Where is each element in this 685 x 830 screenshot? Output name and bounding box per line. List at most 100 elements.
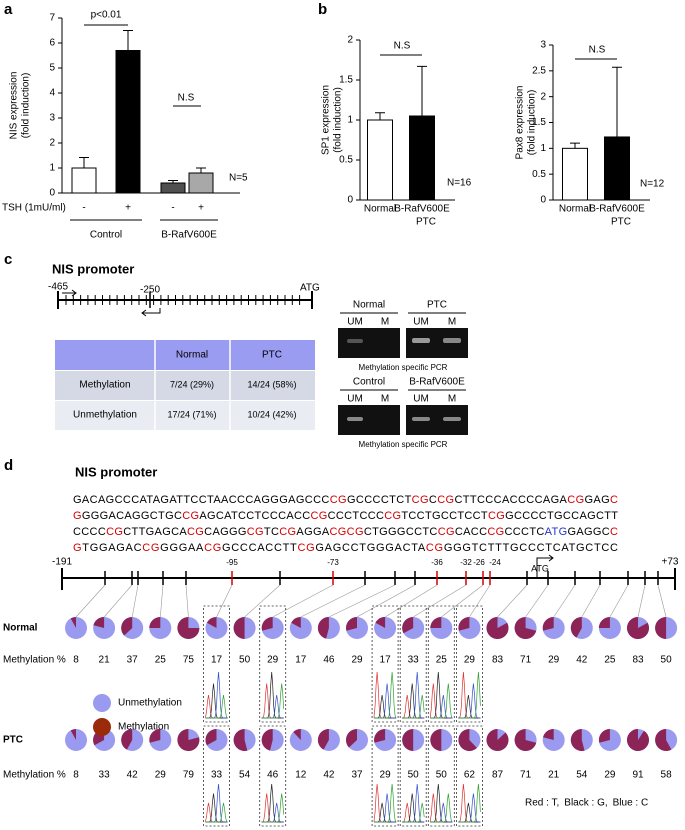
value-label: 29 bbox=[464, 655, 476, 666]
pie-wedge bbox=[121, 729, 133, 750]
sequence-segment: CG bbox=[412, 494, 429, 506]
pie-wedge bbox=[458, 729, 477, 751]
table-row-label: Unmethylation bbox=[73, 410, 137, 421]
pie-wedge bbox=[93, 617, 105, 628]
value-label: 42 bbox=[576, 655, 588, 666]
connector bbox=[469, 584, 491, 618]
sequence-segment: CG bbox=[297, 542, 314, 554]
value-label: 91 bbox=[632, 770, 644, 781]
pie-wedge bbox=[402, 729, 414, 751]
pie-wedge bbox=[486, 617, 509, 639]
pie-wedge bbox=[486, 729, 509, 751]
bar bbox=[367, 119, 393, 201]
tss-arrow bbox=[536, 554, 554, 578]
sequence-segment: CG bbox=[384, 510, 401, 522]
group-label: B-RafV600E bbox=[161, 230, 217, 241]
pie-wedge bbox=[317, 729, 329, 750]
pie-wedge bbox=[121, 617, 133, 636]
sequence-segment: GCCCACCTT bbox=[222, 542, 297, 554]
connector bbox=[525, 584, 549, 618]
sequence-segment: CG bbox=[330, 494, 347, 506]
site-label: -26 bbox=[473, 558, 485, 567]
lane-label: M bbox=[448, 317, 456, 328]
value-label: 37 bbox=[351, 770, 363, 781]
pie-wedge bbox=[206, 617, 217, 628]
connector bbox=[300, 584, 366, 618]
bar bbox=[409, 115, 435, 201]
sequence-segment: CACC bbox=[455, 526, 487, 538]
lane-label: M bbox=[381, 394, 389, 405]
value-label: 25 bbox=[155, 655, 167, 666]
sequence-segment: G bbox=[73, 510, 82, 522]
pie-wedge bbox=[598, 617, 610, 628]
panel-letter: b bbox=[318, 1, 327, 18]
gels bbox=[338, 312, 468, 435]
chromatogram bbox=[458, 783, 481, 823]
sequence-segment: ATG bbox=[545, 526, 567, 538]
value-label: 33 bbox=[211, 770, 223, 781]
pie-wedge bbox=[570, 617, 582, 638]
bar bbox=[71, 167, 97, 194]
value-label: 29 bbox=[604, 770, 616, 781]
gel-label: PTC bbox=[427, 300, 447, 311]
table-cell: 10/24 (42%) bbox=[247, 409, 296, 419]
y-tick-label: 2 bbox=[540, 91, 546, 102]
error-bar bbox=[79, 157, 89, 168]
connector bbox=[637, 584, 646, 618]
value-label: 46 bbox=[323, 655, 335, 666]
group-label: Control bbox=[90, 230, 122, 241]
sequence-segment: GCCCCTGCCAGCTT bbox=[505, 510, 618, 522]
legend-label: Methylation bbox=[118, 722, 169, 733]
highlight-box bbox=[371, 605, 399, 723]
annotation: N=5 bbox=[229, 173, 248, 184]
sequence-segment: CG bbox=[311, 510, 328, 522]
value-label: 87 bbox=[492, 770, 504, 781]
chromatogram bbox=[402, 793, 425, 823]
sequence-segment: CCCC bbox=[73, 526, 106, 538]
y-axis-label: SP1 expression bbox=[321, 85, 332, 155]
pie-wedge bbox=[402, 617, 414, 634]
x-tick-label: B-RafV600E bbox=[589, 204, 645, 215]
highlight-box bbox=[203, 725, 230, 827]
site-label: -32 bbox=[460, 558, 472, 567]
annotation: N=12 bbox=[640, 179, 665, 190]
table-header: Normal bbox=[176, 350, 208, 361]
pie-wedge bbox=[570, 729, 585, 751]
value-label: 8 bbox=[73, 770, 79, 781]
pie-wedge bbox=[374, 729, 386, 743]
panel-letter: d bbox=[4, 457, 13, 474]
sequence-segment: CG bbox=[187, 526, 204, 538]
y-tick-label: 1 bbox=[347, 115, 353, 126]
position-label: -465 bbox=[48, 282, 68, 293]
x-tick-label: Normal bbox=[364, 204, 396, 215]
pie-wedge bbox=[346, 729, 357, 748]
annotation: N.S bbox=[178, 93, 195, 104]
pie-wedge bbox=[261, 729, 273, 751]
pie-wedge bbox=[514, 729, 537, 751]
value-label: 12 bbox=[295, 770, 307, 781]
atg-label: ATG bbox=[531, 563, 549, 573]
highlight-box bbox=[259, 605, 287, 723]
sequence-segment: CCCTC bbox=[505, 526, 545, 538]
value-label: 17 bbox=[211, 655, 223, 666]
connector bbox=[103, 584, 133, 618]
value-label: 33 bbox=[408, 655, 420, 666]
lane-label: M bbox=[448, 394, 456, 405]
y-tick-label: 0.5 bbox=[532, 169, 546, 180]
promoter-diagram bbox=[57, 289, 313, 317]
highlight-box bbox=[427, 605, 455, 723]
sequence-segment: CG bbox=[567, 494, 584, 506]
sequence-segment: GCCCCTCT bbox=[347, 494, 412, 506]
gel-label: Control bbox=[353, 377, 385, 388]
y-tick-label: 4 bbox=[49, 88, 55, 99]
connector bbox=[497, 584, 528, 618]
connector bbox=[185, 584, 189, 618]
connector bbox=[75, 584, 106, 618]
connector bbox=[131, 584, 139, 618]
pie-wedge bbox=[430, 617, 442, 628]
sequence-segment: CTTGAGCA bbox=[123, 526, 187, 538]
table-cell: 14/24 (58%) bbox=[247, 379, 296, 389]
error-bar bbox=[612, 66, 622, 137]
chromatogram bbox=[374, 683, 397, 719]
